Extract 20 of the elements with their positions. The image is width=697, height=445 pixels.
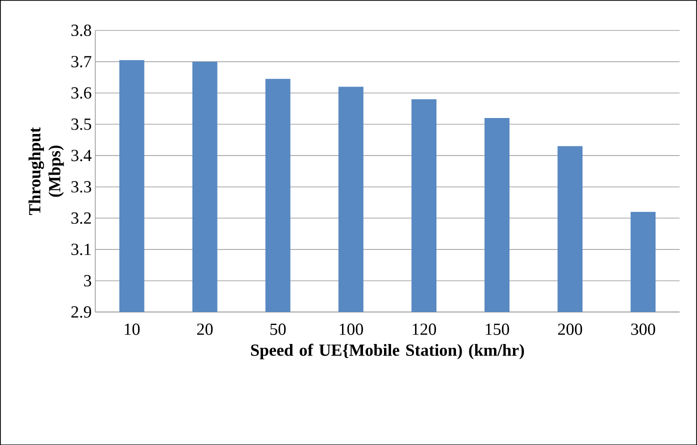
y-tick-label: 3.1 xyxy=(71,244,91,256)
y-tick-label: 3.5 xyxy=(71,118,92,130)
y-tick-label: 3.8 xyxy=(71,24,92,36)
y-tick-label: 3.2 xyxy=(71,212,91,224)
y-axis-title: Throughput (Mbps) xyxy=(28,127,64,215)
y-tick-label: 3.3 xyxy=(71,180,92,192)
x-tick-label: 120 xyxy=(412,323,436,335)
x-tick-label: 150 xyxy=(486,323,510,335)
x-tick-label: 200 xyxy=(558,323,582,335)
x-tick-label: 20 xyxy=(197,323,213,335)
x-tick-label: 50 xyxy=(270,323,286,335)
y-tick-label: 2.9 xyxy=(71,306,92,318)
x-tick-label: 300 xyxy=(631,323,656,335)
y-tick-label: 3.7 xyxy=(71,56,92,68)
y-tick-label: 3.6 xyxy=(71,87,92,99)
x-tick-label: 100 xyxy=(340,323,363,335)
y-tick-label: 3 xyxy=(84,274,92,286)
y-tick-label: 3.4 xyxy=(71,150,92,162)
x-axis-title: Speed of UE{Mobile Station) (km/hr) xyxy=(251,344,524,360)
x-tick-label: 10 xyxy=(124,323,140,335)
